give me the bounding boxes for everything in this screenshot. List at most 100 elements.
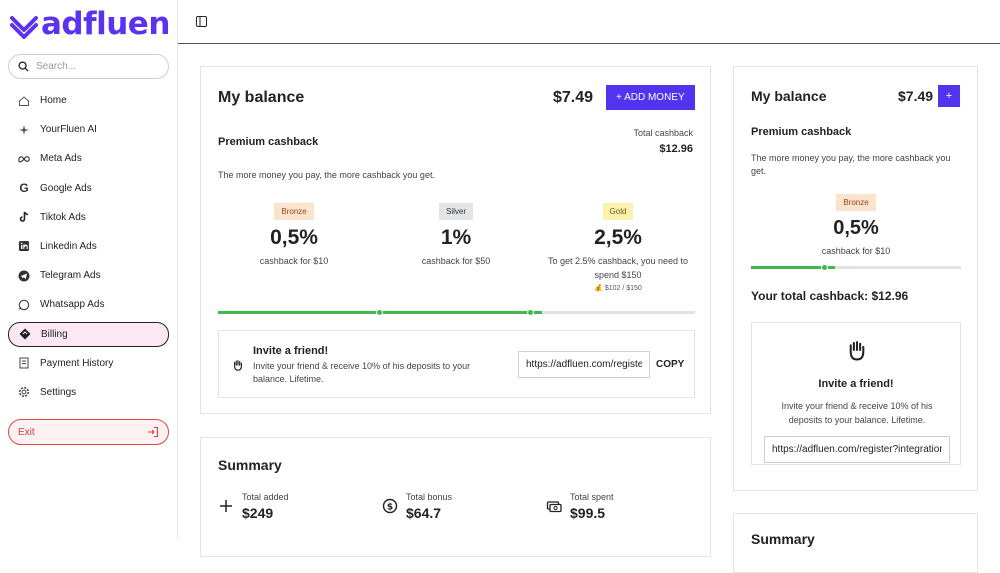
search-input[interactable] — [36, 61, 156, 72]
tier-bronze: Bronze 0,5% cashback for $10 — [218, 201, 370, 268]
tier-silver: Silver 1% cashback for $50 — [380, 201, 532, 268]
topbar — [178, 0, 1000, 44]
gear-icon — [17, 385, 31, 399]
balance-amount: $7.49 — [553, 89, 594, 106]
tier-gold: Gold 2,5% To get 2.5% cashback, you need… — [538, 201, 698, 292]
brand-logo[interactable]: adfluen — [9, 6, 170, 42]
sidebar-item-linkedin-ads[interactable]: Linkedin Ads — [8, 234, 169, 259]
invite-box: Invite a friend! Invite your friend & re… — [218, 330, 695, 398]
brand-name: adfluen — [41, 6, 170, 42]
hand-icon — [233, 360, 243, 371]
logout-icon — [148, 427, 158, 437]
tier-badge: Bronze — [274, 203, 314, 220]
side-total-cashback: Your total cashback: $12.96 — [751, 289, 909, 303]
tier-percent: 0,5% — [833, 217, 879, 239]
google-icon: G — [19, 181, 29, 196]
meta-icon — [17, 152, 31, 166]
add-money-button[interactable]: + ADD MONEY — [606, 85, 695, 110]
tier-note: cashback for $50 — [421, 256, 491, 266]
tier-badge: Silver — [438, 203, 473, 220]
sidebar-item-label: YourFluen AI — [40, 124, 97, 136]
balance-title: My balance — [218, 89, 305, 106]
sidebar-item-home[interactable]: Home — [8, 88, 169, 113]
side-summary-title: Summary — [751, 531, 815, 547]
side-balance-card: My balance $7.49 + Premium cashback The … — [733, 66, 978, 491]
stat-label: Total added — [242, 492, 289, 502]
linkedin-icon — [17, 239, 31, 253]
sidebar-item-label: Whatsapp Ads — [40, 299, 105, 311]
total-cashback-value: $12.96 — [659, 143, 693, 155]
progress-dot-silver — [376, 309, 383, 316]
receipt-icon — [17, 356, 31, 370]
sidebar-item-whatsapp-ads[interactable]: Whatsapp Ads — [8, 292, 169, 317]
exit-label: Exit — [18, 426, 35, 438]
tier-note: cashback for $10 — [821, 246, 891, 256]
summary-title: Summary — [218, 457, 282, 473]
stat-label: Total bonus — [406, 492, 453, 502]
side-description: The more money you pay, the more cashbac… — [751, 153, 951, 176]
search-icon — [18, 61, 29, 72]
sidebar-item-label: Meta Ads — [40, 153, 82, 165]
tiktok-icon — [17, 210, 31, 224]
progress-dot — [821, 264, 828, 271]
money-icon — [546, 501, 562, 513]
copy-button[interactable]: COPY — [656, 359, 685, 370]
side-summary-card: Summary — [733, 513, 978, 573]
add-money-plus-button[interactable]: + — [938, 85, 960, 107]
sidebar-item-payment-history[interactable]: Payment History — [8, 351, 169, 376]
sidebar-item-tiktok-ads[interactable]: Tiktok Ads — [8, 205, 169, 230]
sidebar-item-label: Telegram Ads — [40, 270, 101, 282]
search-box[interactable] — [8, 54, 169, 79]
plus-icon — [220, 500, 232, 512]
summary-card: Summary Total added $249 $ Total bonus $… — [200, 437, 711, 557]
invite-text: Invite your friend & receive 10% of his … — [253, 361, 471, 384]
referral-link-input[interactable] — [518, 351, 650, 378]
side-invite-title: Invite a friend! — [818, 378, 894, 390]
exit-button[interactable]: Exit — [8, 419, 169, 445]
side-invite-box: Invite a friend! Invite your friend & re… — [751, 322, 961, 465]
cashback-progress-bar — [218, 309, 695, 316]
tier-badge: Bronze — [836, 194, 876, 211]
billing-icon — [18, 327, 32, 341]
sidebar-item-telegram-ads[interactable]: Telegram Ads — [8, 263, 169, 288]
sidebar-item-label: Settings — [40, 386, 77, 398]
total-cashback-label: Total cashback — [633, 128, 693, 138]
tier-progress-text: 💰 $102 / $150 — [594, 285, 642, 292]
dollar-circle-icon: $ — [382, 498, 398, 514]
stat-total-spent: Total spent $99.5 — [546, 492, 614, 521]
tier-percent: 2,5% — [594, 226, 642, 249]
sidebar-item-label: Billing — [41, 328, 68, 340]
home-icon — [17, 94, 31, 108]
sidebar-item-label: Home — [40, 95, 67, 106]
logo-icon — [10, 16, 38, 39]
side-tier-bronze: Bronze 0,5% cashback for $10 — [751, 192, 961, 258]
sidebar-toggle-icon[interactable] — [196, 16, 207, 27]
sidebar-item-label: Payment History — [40, 357, 114, 369]
progress-fill — [751, 266, 835, 269]
side-invite-text: Invite your friend & receive 10% of his … — [781, 401, 933, 425]
stat-value: $99.5 — [570, 505, 606, 521]
sidebar-item-settings[interactable]: Settings — [8, 380, 169, 405]
sidebar-item-label: Google Ads — [40, 182, 92, 194]
sidebar-item-meta-ads[interactable]: Meta Ads — [8, 146, 169, 171]
tier-badge: Gold — [602, 203, 634, 220]
sidebar-nav: Home YourFluen AI Meta Ads G Google Ads … — [8, 88, 169, 409]
side-balance-title: My balance — [751, 88, 827, 104]
progress-dot-gold — [527, 309, 534, 316]
svg-text:$: $ — [387, 503, 393, 513]
side-referral-link-input[interactable] — [764, 436, 950, 463]
sidebar-item-google-ads[interactable]: G Google Ads — [8, 176, 169, 201]
stat-total-bonus: $ Total bonus $64.7 — [382, 492, 452, 521]
telegram-icon — [17, 269, 31, 283]
stat-total-added: Total added $249 — [218, 492, 289, 521]
sidebar-item-yourfluen-ai[interactable]: YourFluen AI — [8, 117, 169, 142]
sidebar-item-billing[interactable]: Billing — [8, 321, 169, 347]
ai-sparkle-icon — [17, 123, 31, 137]
tier-note: To get 2.5% cashback, you need to spend … — [547, 256, 689, 280]
side-balance-amount: $7.49 — [898, 88, 934, 104]
side-premium-title: Premium cashback — [751, 126, 852, 138]
balance-card: My balance $7.49 + ADD MONEY Premium cas… — [200, 66, 711, 414]
stat-value: $249 — [242, 505, 274, 521]
stat-value: $64.7 — [406, 505, 442, 521]
tier-note: cashback for $10 — [259, 256, 329, 266]
